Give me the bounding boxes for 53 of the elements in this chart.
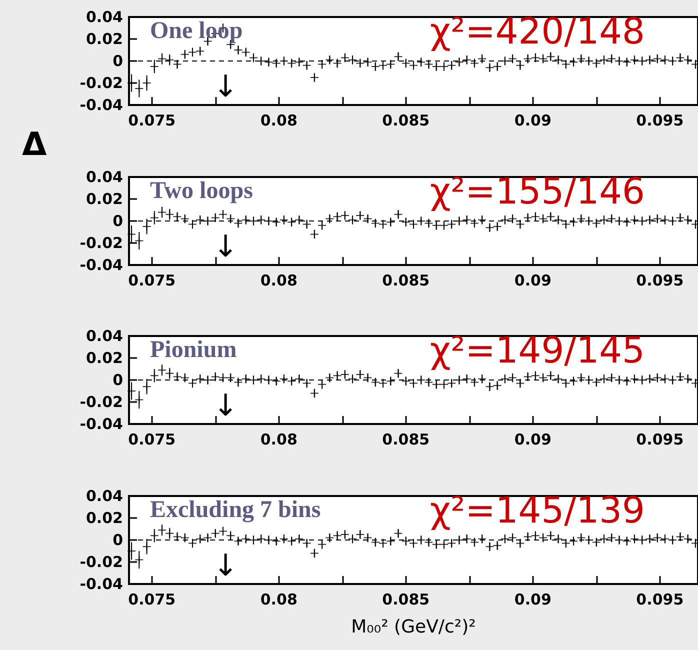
x-tick-label: 0.08 [260, 590, 298, 608]
y-tick-label: 0.04 [86, 327, 123, 345]
x-tick-label: 0.085 [382, 272, 430, 290]
x-tick-label: 0.085 [382, 590, 430, 608]
x-tick-label: 0.095 [636, 590, 684, 608]
y-tick-label: -0.04 [80, 96, 123, 114]
annotation: χ²=149/145 [430, 330, 645, 372]
x-tick-label: 0.09 [514, 112, 552, 130]
x-tick-label: 0.075 [128, 590, 176, 608]
x-tick-label: 0.095 [636, 272, 684, 290]
y-tick-label: -0.04 [80, 575, 123, 593]
y-tick-label: 0 [112, 371, 123, 389]
chart-title: Excluding 7 bins [150, 497, 321, 523]
y-tick-label: 0 [112, 531, 123, 549]
annotation: ↓ [213, 70, 238, 104]
x-tick-label: 0.08 [260, 272, 298, 290]
y-tick-label: 0 [112, 52, 123, 70]
y-tick-label: 0 [112, 212, 123, 230]
y-tick-label: 0.02 [86, 349, 123, 367]
x-tick-label: 0.075 [128, 272, 176, 290]
x-tick-label: 0.085 [382, 112, 430, 130]
y-tick-label: -0.04 [80, 415, 123, 433]
y-tick-label: 0.02 [86, 509, 123, 527]
chart-title: Two loops [150, 178, 253, 204]
annotation: ↓ [213, 548, 238, 584]
x-tick-label: 0.09 [514, 430, 552, 448]
x-tick-label: 0.09 [514, 590, 552, 608]
x-tick-label: 0.09 [514, 272, 552, 290]
y-tick-label: 0.04 [86, 487, 123, 505]
annotation: χ²=155/146 [430, 172, 645, 212]
x-axis-title: M₀₀² (GeV/c²)² [351, 616, 476, 638]
x-tick-label: 0.095 [636, 430, 684, 448]
y-tick-label: -0.04 [80, 256, 123, 274]
y-tick-label: -0.02 [80, 553, 123, 571]
y-tick-label: -0.02 [80, 393, 123, 411]
y-tick-label: 0.04 [86, 8, 123, 26]
chart-title: Pionium [150, 337, 237, 363]
x-tick-label: 0.075 [128, 112, 176, 130]
annotation: ↓ [213, 230, 238, 264]
x-tick-label: 0.085 [382, 430, 430, 448]
y-axis-title: Δ [22, 125, 47, 163]
y-tick-label: -0.02 [80, 234, 123, 252]
annotation: χ²=145/139 [430, 490, 645, 532]
annotation: ↓ [213, 388, 238, 424]
y-tick-label: -0.02 [80, 74, 123, 92]
x-tick-label: 0.08 [260, 112, 298, 130]
x-tick-label: 0.08 [260, 430, 298, 448]
y-tick-label: 0.02 [86, 30, 123, 48]
x-tick-label: 0.075 [128, 430, 176, 448]
x-tick-label: 0.095 [636, 112, 684, 130]
y-tick-label: 0.02 [86, 190, 123, 208]
y-tick-label: 0.04 [86, 168, 123, 186]
annotation: χ²=420/148 [430, 12, 645, 52]
